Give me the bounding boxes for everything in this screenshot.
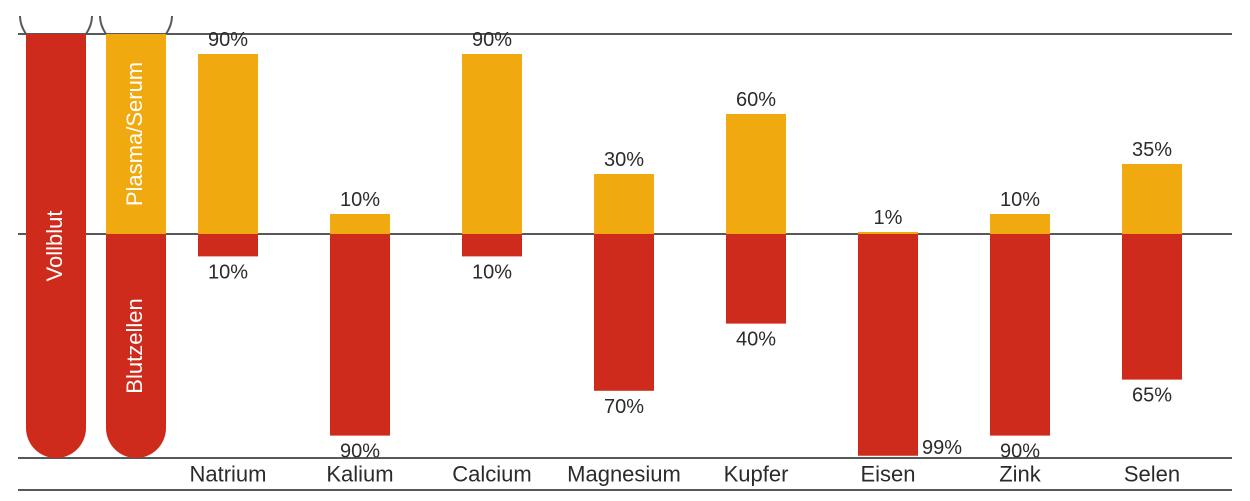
- bar-cells: [462, 234, 522, 256]
- value-label-plasma: 10%: [340, 189, 380, 211]
- bar-cells: [198, 234, 258, 256]
- bar-cells: [1122, 234, 1182, 380]
- bar-plasma: [1122, 164, 1182, 234]
- axis-label: Calcium: [452, 462, 531, 487]
- value-label-plasma: 90%: [472, 29, 512, 51]
- value-label-plasma: 1%: [874, 207, 903, 229]
- value-label-plasma: 30%: [604, 149, 644, 171]
- value-label-cells: 90%: [340, 441, 380, 463]
- bar-plasma: [198, 54, 258, 234]
- axis-label: Selen: [1124, 462, 1180, 487]
- tube-rim: [86, 16, 92, 34]
- bar-cells: [594, 234, 654, 391]
- value-label-cells: 90%: [1000, 441, 1040, 463]
- value-label-cells: 99%: [922, 437, 962, 459]
- bar-plasma: [858, 232, 918, 234]
- bar-plasma: [990, 214, 1050, 234]
- axis-label: Kalium: [326, 462, 393, 487]
- value-label-cells: 10%: [208, 261, 248, 283]
- tube-rim: [100, 16, 106, 34]
- axis-label: Zink: [999, 462, 1042, 487]
- value-label-plasma: 10%: [1000, 189, 1040, 211]
- axis-label: Kupfer: [724, 462, 789, 487]
- tube-rim: [166, 16, 172, 34]
- value-label-plasma: 60%: [736, 89, 776, 111]
- tube-rim: [20, 16, 26, 34]
- bar-cells: [726, 234, 786, 324]
- bar-cells: [330, 234, 390, 436]
- value-label-cells: 10%: [472, 261, 512, 283]
- value-label-plasma: 90%: [208, 29, 248, 51]
- bar-plasma: [726, 114, 786, 234]
- bar-cells: [990, 234, 1050, 436]
- bar-cells: [858, 234, 918, 456]
- axis-label: Magnesium: [567, 462, 681, 487]
- value-label-cells: 40%: [736, 329, 776, 351]
- value-label-cells: 65%: [1132, 385, 1172, 407]
- value-label-cells: 70%: [604, 396, 644, 418]
- tube-label-blutzellen: Blutzellen: [122, 298, 147, 393]
- bar-plasma: [462, 54, 522, 234]
- mineral-distribution-chart: Vollblut Plasma/Serum Blutzellen 90% 10% Natr…: [0, 0, 1250, 501]
- axis-label: Natrium: [189, 462, 266, 487]
- bar-plasma: [594, 174, 654, 234]
- bar-plasma: [330, 214, 390, 234]
- value-label-plasma: 35%: [1132, 139, 1172, 161]
- tube-label-vollblut: Vollblut: [42, 211, 67, 282]
- tube-label-plasma: Plasma/Serum: [122, 62, 147, 206]
- axis-label: Eisen: [860, 462, 915, 487]
